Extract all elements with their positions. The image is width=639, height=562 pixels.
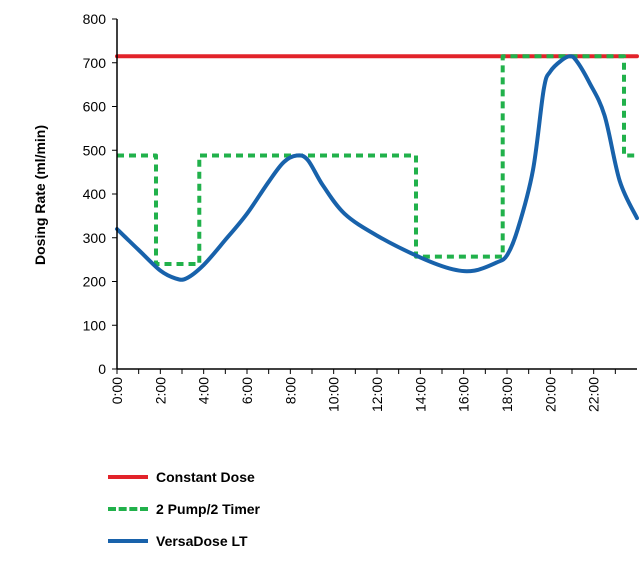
x-tick-label: 14:00 (412, 377, 428, 412)
x-tick-label: 12:00 (369, 377, 385, 412)
x-tick-label: 6:00 (239, 377, 255, 404)
y-tick-label: 500 (83, 142, 107, 158)
chart: 0 100 200 300 400 500 600 700 800 0:00 2:00 4:00 6:0… (32, 11, 639, 412)
x-tick-label: 20:00 (542, 377, 558, 412)
axes: 0 100 200 300 400 500 600 700 800 0:00 2:00 4:00 6:0… (83, 11, 637, 412)
x-tick-label: 2:00 (152, 377, 168, 404)
legend-item-2-pump-2-timer: 2 Pump/2 Timer (108, 498, 260, 519)
legend-item-constant-dose: Constant Dose (108, 466, 260, 487)
y-tick-label: 400 (83, 186, 107, 202)
legend-swatch-versadose-lt (108, 538, 148, 543)
x-tick-label: 4:00 (196, 377, 212, 404)
y-tick-label: 0 (98, 361, 106, 377)
legend-item-versadose-lt: VersaDose LT (108, 530, 260, 551)
legend-label-constant-dose: Constant Dose (156, 468, 255, 485)
series-line-versadose-lt (115, 54, 639, 282)
series-layer (115, 54, 639, 282)
x-tick-label: 18:00 (499, 377, 515, 412)
y-tick-label: 100 (83, 317, 107, 333)
y-tick-label: 600 (83, 99, 107, 115)
x-tick-label: 0:00 (109, 377, 125, 404)
x-tick-label: 8:00 (282, 377, 298, 404)
y-tick-label: 200 (83, 274, 107, 290)
legend: Constant Dose 2 Pump/2 Timer VersaDose L… (108, 466, 260, 562)
x-tick-label: 10:00 (326, 377, 342, 412)
y-axis-title: Dosing Rate (ml/min) (32, 125, 48, 265)
legend-label-versadose-lt: VersaDose LT (156, 532, 248, 549)
x-tick-label: 22:00 (586, 377, 602, 412)
y-tick-label: 700 (83, 55, 107, 71)
legend-swatch-constant-dose (108, 474, 148, 479)
series-line-2-pump-2-timer (117, 54, 637, 266)
y-tick-label: 800 (83, 11, 107, 27)
legend-label-2-pump-2-timer: 2 Pump/2 Timer (156, 500, 261, 517)
x-tick-label: 16:00 (456, 377, 472, 412)
y-tick-label: 300 (83, 230, 107, 246)
legend-swatch-2-pump-2-timer (108, 506, 148, 511)
